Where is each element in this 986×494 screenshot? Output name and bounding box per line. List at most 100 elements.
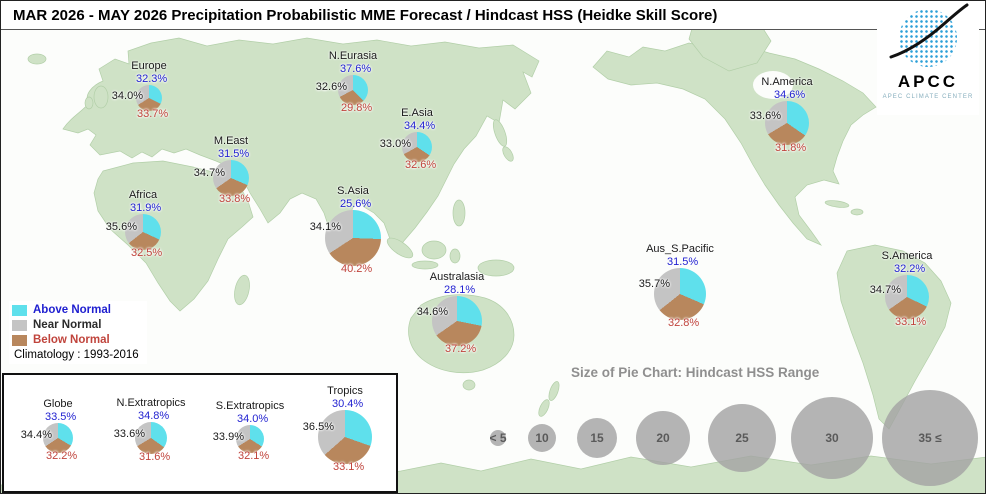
below-normal-swatch bbox=[12, 334, 27, 346]
size-circle-30: 30 bbox=[791, 397, 873, 479]
islands bbox=[27, 53, 864, 417]
legend-row-near: Near Normal bbox=[12, 319, 139, 331]
below-normal-value: 32.6% bbox=[405, 159, 437, 171]
above-normal-value: 37.6% bbox=[340, 63, 372, 75]
below-normal-value: 29.8% bbox=[341, 102, 373, 114]
below-normal-value: 32.1% bbox=[238, 450, 270, 462]
above-normal-value: 28.1% bbox=[444, 284, 476, 296]
s-america-pie-chart bbox=[885, 275, 929, 319]
legend-row-below: Below Normal bbox=[12, 334, 139, 346]
near-normal-value: 34.1% bbox=[309, 221, 341, 234]
climatology-note: Climatology : 1993-2016 bbox=[14, 349, 139, 361]
legend-row-above: Above Normal bbox=[12, 304, 139, 316]
above-normal-value: 34.0% bbox=[237, 413, 269, 425]
below-normal-value: 37.2% bbox=[445, 343, 477, 355]
above-normal-value: 31.5% bbox=[218, 148, 250, 160]
near-normal-value: 32.6% bbox=[315, 81, 347, 93]
near-normal-value: 35.7% bbox=[638, 278, 670, 291]
s-extratropics-pie-chart bbox=[236, 425, 264, 453]
e-asia-pie-chart bbox=[402, 132, 432, 162]
above-normal-value: 31.5% bbox=[667, 256, 699, 268]
logo-globe-icon bbox=[889, 3, 969, 67]
region-label: N.Extratropics bbox=[116, 397, 186, 409]
region-label: Africa bbox=[128, 189, 158, 201]
above-normal-value: 33.5% bbox=[45, 411, 77, 423]
aus-s-pacific-pie-chart bbox=[654, 268, 706, 320]
near-normal-value: 33.9% bbox=[212, 430, 244, 443]
size-circle-10: 10 bbox=[528, 424, 556, 452]
continent-north-america bbox=[592, 42, 877, 246]
page-title: MAR 2026 - MAY 2026 Precipitation Probab… bbox=[13, 6, 718, 24]
region-label: N.America bbox=[761, 76, 813, 88]
region-label: S.Extratropics bbox=[215, 400, 285, 412]
region-label: Australasia bbox=[429, 271, 485, 283]
near-normal-value: 33.6% bbox=[749, 109, 781, 122]
size-legend-title: Size of Pie Chart: Hindcast HSS Range bbox=[571, 365, 820, 380]
below-normal-label: Below Normal bbox=[33, 334, 110, 346]
size-circle-lt5: < 5 bbox=[489, 430, 507, 446]
region-label: Europe bbox=[131, 60, 167, 72]
above-normal-value: 34.8% bbox=[138, 410, 170, 422]
europe-pie-chart bbox=[136, 85, 162, 111]
australasia-pie-chart bbox=[432, 296, 482, 346]
near-normal-value: 34.4% bbox=[20, 429, 52, 441]
below-normal-value: 32.2% bbox=[46, 450, 78, 462]
region-label: Aus_S.Pacific bbox=[646, 243, 714, 255]
region-label: Globe bbox=[43, 398, 73, 410]
near-normal-value: 33.6% bbox=[113, 428, 145, 441]
tropics-pie-chart bbox=[318, 410, 372, 464]
near-normal-value: 35.6% bbox=[105, 221, 137, 234]
region-label: S.America bbox=[881, 250, 933, 262]
below-normal-value: 31.6% bbox=[139, 451, 171, 463]
africa-pie-chart bbox=[125, 214, 161, 250]
above-normal-value: 31.9% bbox=[130, 202, 162, 214]
above-normal-label: Above Normal bbox=[33, 304, 111, 316]
below-normal-value: 32.5% bbox=[131, 247, 163, 259]
region-label: N.Eurasia bbox=[328, 50, 378, 62]
below-normal-value: 33.7% bbox=[137, 108, 169, 120]
near-normal-swatch bbox=[12, 319, 27, 331]
header: MAR 2026 - MAY 2026 Precipitation Probab… bbox=[1, 1, 985, 30]
n-eurasia-pie-chart bbox=[338, 75, 368, 105]
below-normal-value: 32.8% bbox=[668, 317, 700, 329]
n-extratropics-pie-chart bbox=[135, 422, 167, 454]
size-circle-20: 20 bbox=[636, 411, 690, 465]
size-circle-15: 15 bbox=[577, 418, 617, 458]
near-normal-value: 34.6% bbox=[416, 306, 448, 318]
above-normal-value: 34.6% bbox=[774, 89, 806, 101]
below-normal-value: 31.8% bbox=[775, 142, 807, 154]
near-normal-value: 34.7% bbox=[193, 167, 225, 180]
tercile-legend: Above Normal Near Normal Below Normal Cl… bbox=[9, 301, 147, 364]
below-normal-value: 33.1% bbox=[333, 461, 365, 473]
above-normal-value: 32.3% bbox=[136, 73, 168, 85]
hudson-bay bbox=[753, 71, 793, 99]
apcc-logo: APCC APEC CLIMATE CENTER bbox=[877, 3, 979, 115]
logo-swoosh-icon bbox=[889, 3, 969, 59]
above-normal-value: 34.4% bbox=[404, 120, 436, 132]
logo-subtitle: APEC CLIMATE CENTER bbox=[882, 94, 974, 100]
region-label: S.Asia bbox=[337, 185, 369, 197]
region-label: E.Asia bbox=[401, 107, 433, 119]
region-label: Tropics bbox=[327, 385, 363, 397]
near-normal-value: 34.0% bbox=[111, 90, 143, 103]
above-normal-swatch bbox=[12, 304, 27, 316]
s-asia-pie-chart bbox=[325, 210, 381, 266]
below-normal-value: 40.2% bbox=[341, 263, 373, 275]
near-normal-value: 33.0% bbox=[379, 138, 411, 150]
above-normal-value: 32.2% bbox=[894, 263, 926, 275]
near-normal-label: Near Normal bbox=[33, 319, 102, 331]
near-normal-value: 34.7% bbox=[869, 283, 901, 296]
below-normal-value: 33.8% bbox=[219, 193, 251, 205]
region-label: M.East bbox=[213, 135, 249, 147]
above-normal-value: 25.6% bbox=[340, 198, 372, 210]
size-circle-25: 25 bbox=[708, 404, 776, 472]
logo-acronym: APCC bbox=[897, 72, 959, 91]
n-america-pie-chart bbox=[765, 101, 809, 145]
near-normal-value: 36.5% bbox=[302, 420, 334, 433]
globe-pie-chart bbox=[43, 423, 73, 453]
m-east-pie-chart bbox=[213, 160, 249, 196]
size-circle-ge35: 35 ≤ bbox=[882, 390, 978, 486]
continent-africa bbox=[93, 160, 254, 312]
above-normal-value: 30.4% bbox=[332, 398, 364, 410]
